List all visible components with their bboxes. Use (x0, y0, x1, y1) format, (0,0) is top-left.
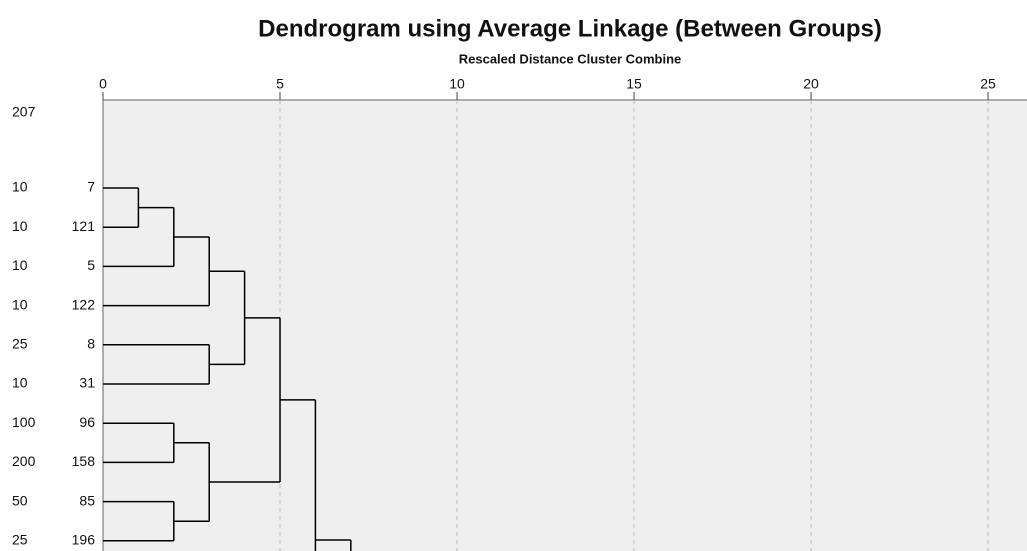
case-id: 85 (79, 492, 95, 508)
merge-link (280, 399, 317, 551)
case-count: 10 (12, 257, 28, 273)
x-tick-label: 25 (980, 76, 996, 92)
merge-link (103, 187, 140, 228)
case-count: 10 (12, 179, 28, 195)
x-tick-label: 15 (626, 76, 642, 92)
chart-title: Dendrogram using Average Linkage (Betwee… (258, 15, 882, 42)
case-id: 8 (87, 336, 95, 352)
case-id: 158 (72, 453, 96, 469)
merge-link (315, 539, 352, 551)
case-count: 25 (12, 336, 28, 352)
case-count: 10 (12, 296, 28, 312)
case-id: 196 (72, 532, 96, 548)
case-count: 10 (12, 218, 28, 234)
case-count: 50 (12, 492, 28, 508)
case-id: 31 (79, 375, 95, 391)
x-tick-label: 20 (803, 76, 819, 92)
case-count: 200 (12, 453, 36, 469)
x-tick-label: 0 (99, 76, 107, 92)
case-id: 5 (87, 257, 95, 273)
case-id: 96 (79, 414, 95, 430)
x-tick-label: 5 (276, 76, 284, 92)
case-id: 121 (72, 218, 96, 234)
merge-link (209, 270, 246, 366)
top-label: 207 (12, 104, 36, 120)
case-id: 7 (87, 179, 95, 195)
case-count: 25 (12, 532, 28, 548)
case-count: 10 (12, 375, 28, 391)
case-id: 122 (72, 296, 96, 312)
case-count: 100 (12, 414, 36, 430)
plot-area (102, 99, 1027, 551)
x-tick-label: 10 (449, 76, 465, 92)
x-axis-label: Rescaled Distance Cluster Combine (459, 51, 682, 66)
